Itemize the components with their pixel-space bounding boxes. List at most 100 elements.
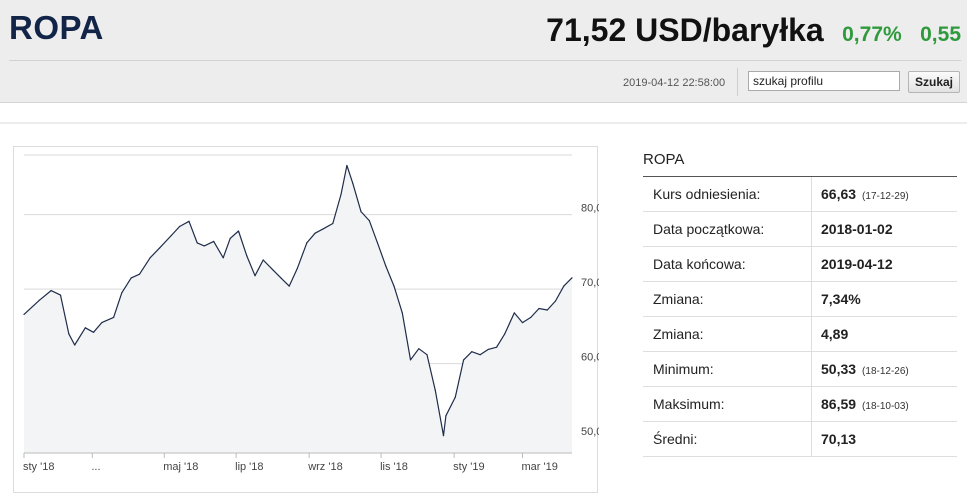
price-point [130, 277, 132, 279]
stats-row: Data końcowa: 2019-04-12 [643, 246, 957, 282]
stats-value: 7,34% [821, 291, 861, 307]
price-point [445, 415, 447, 417]
stats-date-note: (18-12-26) [862, 366, 909, 377]
price-point [196, 242, 198, 244]
y-tick-label: 60,00 [581, 352, 599, 364]
search-button[interactable]: Szukaj [908, 71, 960, 93]
price-point [463, 359, 465, 361]
stats-value: 66,63 [821, 186, 857, 202]
y-tick-label: 70,00 [581, 277, 599, 289]
price-point [237, 230, 240, 232]
stats-value-cell: 86,59 (18-10-03) [811, 386, 957, 422]
section-divider [0, 122, 967, 124]
price-point [513, 312, 515, 314]
stats-row: Zmiana: 4,89 [643, 316, 957, 352]
x-tick-label: sty '18 [23, 461, 54, 473]
price-point [113, 316, 115, 318]
stats-value-cell: 70,13 [811, 421, 957, 457]
x-tick-label: sty '19 [453, 461, 484, 473]
stats-label: Zmiana: [643, 316, 812, 352]
price-point [487, 348, 489, 350]
y-tick-label: 80,00 [581, 203, 599, 215]
price-point [92, 331, 95, 333]
stats-title-rule [643, 176, 957, 177]
price-point [442, 435, 445, 437]
price-point [352, 182, 354, 184]
price-point [376, 242, 379, 244]
price-point [409, 359, 412, 361]
price-point [222, 257, 224, 259]
price-point [418, 348, 420, 350]
price-point [68, 333, 70, 335]
x-tick-label: ... [91, 461, 100, 473]
x-tick-label: mar '19 [522, 461, 558, 473]
price-point [121, 292, 123, 294]
price-point [296, 267, 298, 269]
price-point [530, 316, 532, 318]
price-point [504, 333, 506, 335]
stats-value-cell: 50,33 (18-12-26) [811, 351, 957, 387]
price-chart: 50,00 60,00 70,00 80,00 sty '18... maj '18 lip… [13, 146, 599, 493]
price-point [254, 275, 256, 277]
price-point [84, 327, 86, 329]
price-point [340, 193, 342, 196]
x-tick-label: wrz '18 [307, 461, 343, 473]
price-point [272, 269, 274, 271]
x-tick-label: maj '18 [163, 461, 198, 473]
price-point [434, 389, 436, 391]
stats-value-cell: 2018-01-02 [811, 211, 957, 247]
change-absolute: 0,55 [920, 23, 961, 46]
stats-title: ROPA [643, 151, 685, 168]
price-point [280, 277, 282, 279]
x-tick-label: lis '18 [380, 461, 408, 473]
price-point [288, 285, 290, 287]
price-point [521, 322, 524, 324]
stats-row: Zmiana: 7,34% [643, 281, 957, 317]
stats-value-cell: 7,34% [811, 281, 957, 317]
price-point [401, 312, 403, 314]
y-tick-label: 50,00 [581, 426, 599, 438]
stats-label: Minimum: [643, 351, 812, 387]
price-point [23, 313, 25, 315]
price-point [571, 277, 573, 279]
price-point [101, 322, 103, 324]
header-divider [9, 60, 961, 61]
quote-header: ROPA 71,52 USD/baryłka 0,77% 0,55 2019-0… [0, 0, 967, 103]
stats-date-note: (18-10-03) [862, 401, 909, 412]
price-point [479, 354, 481, 356]
stats-value-cell: 66,63 (17-12-29) [811, 177, 957, 212]
stats-row: Średni: 70,13 [643, 421, 957, 457]
stats-label: Zmiana: [643, 281, 812, 317]
price-point [50, 290, 52, 292]
price-point [179, 225, 181, 228]
price-point [158, 247, 161, 249]
price-point [332, 222, 334, 225]
stats-value: 50,33 [821, 361, 857, 377]
change-percent: 0,77% [842, 23, 902, 46]
stats-label: Data początkowa: [643, 211, 812, 247]
stats-value: 2018-01-02 [821, 221, 893, 237]
stats-value: 2019-04-12 [821, 256, 893, 272]
price-point [368, 220, 370, 222]
price-area-fill [24, 165, 572, 453]
price-point [306, 242, 308, 244]
price-point [246, 255, 248, 257]
stats-row: Maksimum: 86,59 (18-10-03) [643, 386, 957, 422]
toolbar-separator [737, 68, 738, 96]
stats-label: Średni: [643, 421, 812, 457]
price-point [426, 354, 428, 356]
stats-value: 70,13 [821, 431, 857, 447]
price-point [538, 307, 540, 310]
price-point [138, 273, 141, 275]
stats-table: Kurs odniesienia: 66,63 (17-12-29) Data poc… [643, 177, 957, 457]
price-point [546, 309, 548, 311]
profile-search-input[interactable] [748, 71, 900, 91]
price-point [563, 285, 565, 287]
stats-row: Kurs odniesienia: 66,63 (17-12-29) [643, 177, 957, 212]
quote-timestamp: 2019-04-12 22:58:00 [623, 77, 726, 89]
price-point [322, 228, 324, 230]
price-point [393, 285, 395, 287]
stats-label: Maksimum: [643, 386, 812, 422]
price-point [496, 346, 498, 348]
price-point [229, 237, 231, 239]
